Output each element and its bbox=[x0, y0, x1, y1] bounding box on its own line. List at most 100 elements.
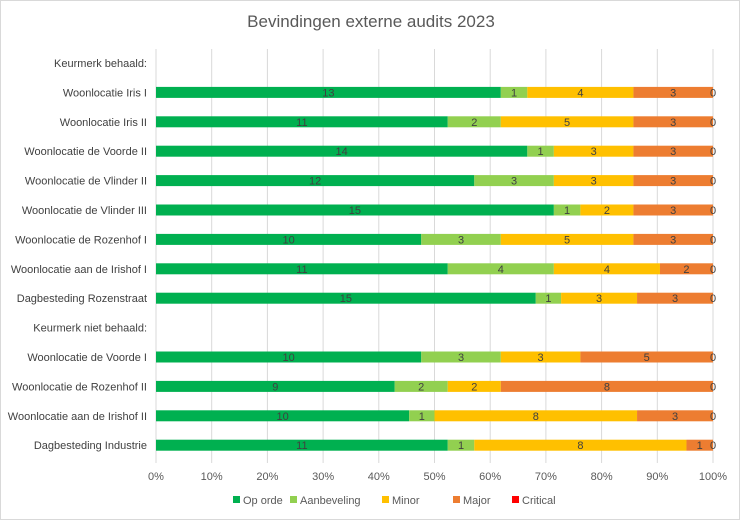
category-label: Woonlocatie aan de Irishof I bbox=[11, 264, 147, 276]
data-label: 1 bbox=[458, 440, 464, 452]
data-label: 0 bbox=[710, 176, 716, 188]
data-label: 0 bbox=[710, 205, 716, 217]
data-label: 1 bbox=[419, 411, 425, 423]
data-label: 0 bbox=[710, 381, 716, 393]
data-label: 1 bbox=[564, 205, 570, 217]
data-label: 11 bbox=[296, 264, 307, 276]
bar-segment bbox=[394, 380, 448, 392]
category-label: Woonlocatie Iris II bbox=[60, 117, 147, 129]
data-label: 3 bbox=[458, 352, 464, 364]
legend-swatch bbox=[290, 496, 297, 503]
bar-segment bbox=[474, 175, 554, 187]
data-label: 3 bbox=[670, 176, 676, 188]
data-label: 0 bbox=[710, 87, 716, 99]
legend: Op orde Aanbeveling Minor Major Critical bbox=[233, 495, 556, 507]
data-label: 8 bbox=[604, 381, 610, 393]
data-label: 3 bbox=[591, 146, 597, 158]
data-label: 5 bbox=[644, 352, 650, 364]
x-tick-label: 90% bbox=[646, 471, 668, 483]
bar-segment bbox=[553, 145, 634, 157]
category-label: Keurmerk niet behaald: bbox=[33, 323, 147, 335]
category-label: Keurmerk behaald: bbox=[54, 58, 147, 70]
bar-segment bbox=[156, 263, 448, 275]
category-label: Woonlocatie de Rozenhof II bbox=[12, 381, 147, 393]
data-label: 0 bbox=[710, 264, 716, 276]
bar-segment bbox=[447, 380, 501, 392]
data-label: 1 bbox=[545, 293, 551, 305]
chart-title: Bevindingen externe audits 2023 bbox=[247, 12, 495, 31]
data-label: 2 bbox=[418, 381, 424, 393]
x-tick-label: 20% bbox=[256, 471, 278, 483]
data-label: 3 bbox=[670, 205, 676, 217]
bar-segment bbox=[561, 292, 638, 304]
bar-segment bbox=[156, 351, 422, 363]
category-labels: Keurmerk behaald: Woonlocatie Iris I Woonl… bbox=[8, 58, 147, 452]
data-label: 3 bbox=[538, 352, 544, 364]
data-label: 15 bbox=[349, 205, 361, 217]
bar-segment bbox=[156, 410, 410, 422]
bar-segment bbox=[156, 145, 528, 157]
legend-label: Op orde bbox=[243, 495, 283, 507]
data-label: 0 bbox=[710, 293, 716, 305]
data-label: 14 bbox=[336, 146, 348, 158]
bar-segment bbox=[421, 351, 501, 363]
category-label: Woonlocatie de Rozenhof I bbox=[15, 234, 147, 246]
category-label: Woonlocatie de Vlinder II bbox=[25, 176, 147, 188]
bar-segment bbox=[633, 86, 713, 98]
data-label: 5 bbox=[564, 117, 570, 129]
bar-segment bbox=[447, 263, 554, 275]
data-label: 0 bbox=[710, 146, 716, 158]
data-label: 5 bbox=[564, 234, 570, 246]
bar-segment bbox=[447, 116, 501, 128]
bar-segment bbox=[686, 439, 713, 451]
category-label: Dagbesteding Rozenstraat bbox=[17, 293, 147, 305]
data-label: 0 bbox=[710, 234, 716, 246]
data-label: 3 bbox=[511, 176, 517, 188]
bar-segment bbox=[637, 292, 713, 304]
legend-swatch bbox=[453, 496, 460, 503]
category-label: Woonlocatie Iris I bbox=[63, 87, 147, 99]
x-tick-label: 10% bbox=[201, 471, 223, 483]
bar-segment bbox=[659, 263, 713, 275]
data-label: 10 bbox=[276, 411, 288, 423]
bar-segment bbox=[580, 351, 713, 363]
x-tick-label: 60% bbox=[479, 471, 501, 483]
data-label: 11 bbox=[296, 117, 307, 129]
data-label: 3 bbox=[670, 117, 676, 129]
bar-segment bbox=[527, 86, 634, 98]
bar-segment bbox=[527, 145, 554, 157]
data-label: 2 bbox=[471, 117, 477, 129]
category-label: Woonlocatie aan de Irishof II bbox=[8, 411, 147, 423]
bar-segment bbox=[434, 410, 638, 422]
bar-segment bbox=[156, 116, 448, 128]
x-tick-label: 70% bbox=[535, 471, 557, 483]
x-tick-label: 30% bbox=[312, 471, 334, 483]
legend-label: Major bbox=[463, 495, 491, 507]
gridlines bbox=[155, 49, 714, 463]
x-tick-label: 40% bbox=[368, 471, 390, 483]
bar-segment bbox=[500, 86, 528, 98]
data-label: 3 bbox=[672, 411, 678, 423]
x-tick-label: 50% bbox=[423, 471, 445, 483]
legend-swatch bbox=[382, 496, 389, 503]
data-label: 8 bbox=[577, 440, 583, 452]
bar-segment bbox=[474, 439, 687, 451]
data-label: 2 bbox=[604, 205, 610, 217]
bar-segment bbox=[500, 351, 581, 363]
bar-segment bbox=[500, 380, 713, 392]
bar-segment bbox=[500, 233, 634, 245]
data-label: 3 bbox=[670, 87, 676, 99]
data-label: 0 bbox=[710, 352, 716, 364]
data-label: 3 bbox=[591, 176, 597, 188]
data-label: 4 bbox=[577, 87, 583, 99]
bar-segment bbox=[156, 380, 395, 392]
legend-label: Critical bbox=[522, 495, 556, 507]
bar-segment bbox=[156, 233, 422, 245]
category-label: Woonlocatie de Voorde I bbox=[27, 352, 147, 364]
category-label: Dagbesteding Industrie bbox=[34, 440, 147, 452]
bar-segment bbox=[421, 233, 501, 245]
data-label: 13 bbox=[322, 87, 334, 99]
data-label: 1 bbox=[511, 87, 517, 99]
legend-label: Minor bbox=[392, 495, 420, 507]
data-label: 12 bbox=[309, 176, 321, 188]
